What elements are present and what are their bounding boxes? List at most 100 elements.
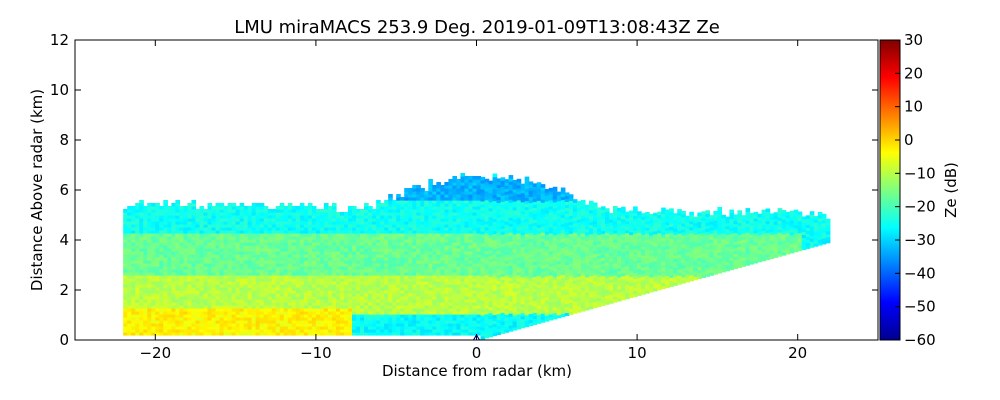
reflectivity-cell (311, 248, 317, 252)
reflectivity-cell (263, 269, 269, 273)
reflectivity-cell (376, 254, 381, 258)
reflectivity-cell (380, 302, 385, 306)
reflectivity-cell (376, 218, 381, 222)
reflectivity-cell (195, 236, 201, 240)
reflectivity-cell (512, 317, 518, 322)
reflectivity-cell (219, 218, 225, 222)
reflectivity-cell (524, 230, 530, 235)
reflectivity-cell (235, 206, 241, 210)
reflectivity-cell (368, 251, 373, 255)
reflectivity-cell (412, 218, 417, 222)
reflectivity-cell (179, 332, 185, 336)
reflectivity-cell (388, 263, 393, 267)
reflectivity-cell (408, 311, 413, 315)
reflectivity-cell (508, 190, 514, 194)
reflectivity-cell (203, 209, 209, 213)
reflectivity-cell (227, 320, 233, 324)
reflectivity-cell (231, 203, 237, 207)
reflectivity-cell (352, 218, 357, 222)
reflectivity-cell (408, 215, 413, 219)
reflectivity-cell (231, 293, 237, 297)
reflectivity-cell (420, 278, 425, 282)
reflectivity-cell (528, 307, 534, 312)
reflectivity-cell (472, 326, 478, 330)
reflectivity-cell (167, 245, 172, 249)
reflectivity-cell (468, 260, 474, 264)
reflectivity-cell (416, 278, 421, 282)
reflectivity-cell (163, 227, 168, 231)
reflectivity-cell (544, 251, 550, 256)
reflectivity-cell (175, 305, 180, 309)
reflectivity-cell (207, 251, 213, 255)
reflectivity-cell (388, 227, 393, 231)
reflectivity-cell (412, 293, 417, 297)
reflectivity-cell (211, 227, 217, 231)
reflectivity-cell (508, 205, 514, 209)
reflectivity-cell (155, 311, 160, 315)
reflectivity-cell (243, 221, 249, 225)
reflectivity-cell (496, 325, 502, 330)
reflectivity-cell (219, 224, 225, 228)
reflectivity-cell (199, 326, 205, 330)
reflectivity-cell (408, 191, 413, 195)
reflectivity-cell (263, 224, 269, 228)
reflectivity-cell (243, 236, 249, 240)
reflectivity-cell (540, 211, 546, 215)
reflectivity-cell (352, 317, 357, 321)
reflectivity-cell (520, 228, 526, 233)
reflectivity-cell (203, 302, 209, 306)
reflectivity-cell (331, 257, 337, 261)
reflectivity-cell (187, 221, 193, 225)
reflectivity-cell (404, 251, 409, 255)
reflectivity-cell (444, 320, 449, 324)
reflectivity-cell (219, 269, 225, 273)
reflectivity-cell (291, 227, 297, 231)
reflectivity-cell (464, 326, 470, 330)
reflectivity-cell (452, 260, 458, 264)
reflectivity-cell (544, 209, 550, 214)
reflectivity-cell (412, 224, 417, 228)
reflectivity-cell (315, 212, 321, 216)
reflectivity-cell (360, 257, 365, 261)
reflectivity-cell (504, 197, 510, 201)
reflectivity-cell (468, 191, 474, 195)
reflectivity-cell (372, 224, 377, 228)
reflectivity-cell (239, 242, 245, 246)
reflectivity-cell (440, 209, 445, 213)
reflectivity-cell (364, 305, 369, 309)
reflectivity-cell (147, 293, 152, 297)
reflectivity-cell (251, 308, 257, 312)
reflectivity-cell (259, 257, 265, 261)
reflectivity-cell (239, 209, 245, 213)
reflectivity-cell (376, 245, 381, 249)
reflectivity-cell (263, 230, 269, 234)
reflectivity-cell (315, 299, 321, 303)
reflectivity-cell (187, 317, 193, 321)
reflectivity-cell (484, 310, 490, 315)
reflectivity-cell (428, 239, 433, 243)
reflectivity-cell (488, 294, 494, 299)
reflectivity-cell (187, 296, 193, 300)
reflectivity-cell (195, 248, 201, 252)
reflectivity-cell (424, 329, 429, 333)
reflectivity-cell (476, 284, 482, 288)
reflectivity-cell (231, 311, 237, 315)
reflectivity-cell (175, 290, 180, 294)
reflectivity-cell (231, 215, 237, 219)
reflectivity-cell (187, 293, 193, 297)
reflectivity-cell (163, 242, 168, 246)
reflectivity-cell (524, 188, 530, 193)
reflectivity-cell (372, 284, 377, 288)
reflectivity-cell (536, 266, 542, 270)
reflectivity-cell (496, 286, 502, 291)
reflectivity-cell (444, 209, 449, 213)
reflectivity-cell (291, 278, 297, 282)
reflectivity-cell (187, 209, 193, 213)
reflectivity-cell (219, 272, 225, 276)
reflectivity-cell (492, 257, 498, 262)
reflectivity-cell (311, 317, 317, 321)
reflectivity-cell (444, 239, 449, 243)
reflectivity-cell (548, 298, 554, 303)
reflectivity-cell (291, 302, 297, 306)
reflectivity-cell (368, 260, 373, 264)
